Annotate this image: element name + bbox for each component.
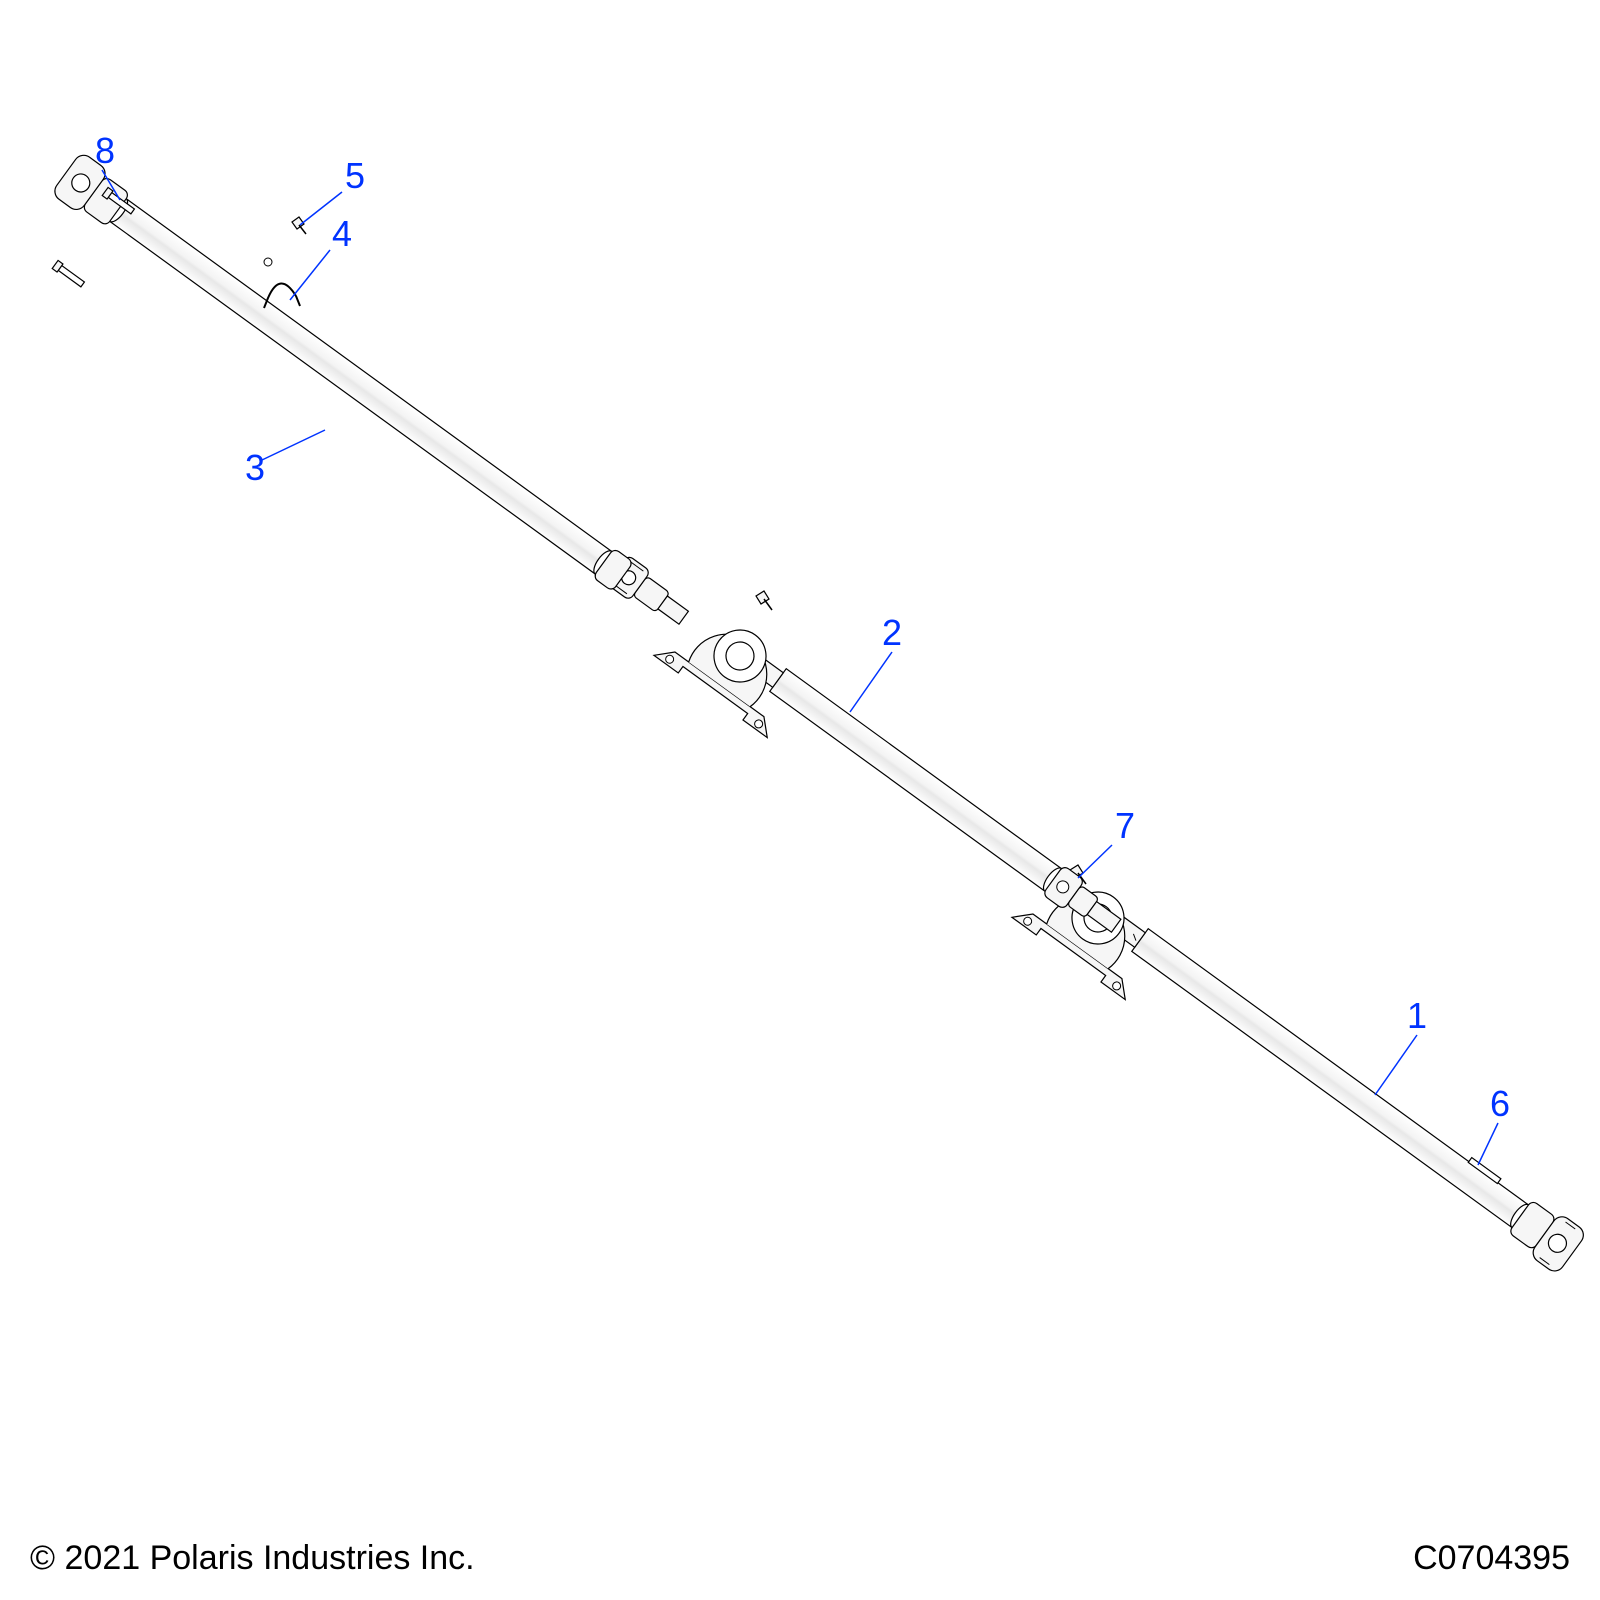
callout-2: 2 bbox=[882, 612, 902, 654]
callout-3: 3 bbox=[245, 447, 265, 489]
screw-5b bbox=[264, 258, 272, 266]
drawing-number: C0704395 bbox=[1413, 1539, 1570, 1578]
callout-8: 8 bbox=[95, 130, 115, 172]
copyright-text: © 2021 Polaris Industries Inc. bbox=[30, 1539, 475, 1578]
callout-6: 6 bbox=[1490, 1083, 1510, 1125]
callout-7: 7 bbox=[1115, 805, 1135, 847]
callout-5: 5 bbox=[345, 155, 365, 197]
shaft-2 bbox=[740, 645, 1127, 940]
bolt-8b bbox=[52, 260, 85, 288]
parts-diagram bbox=[0, 0, 1600, 1600]
screw-5 bbox=[292, 217, 306, 234]
shaft-1 bbox=[1094, 897, 1587, 1275]
bolt-front-bearing bbox=[756, 591, 772, 610]
leaders bbox=[102, 170, 1498, 1165]
callout-4: 4 bbox=[332, 213, 352, 255]
callout-1: 1 bbox=[1407, 995, 1427, 1037]
